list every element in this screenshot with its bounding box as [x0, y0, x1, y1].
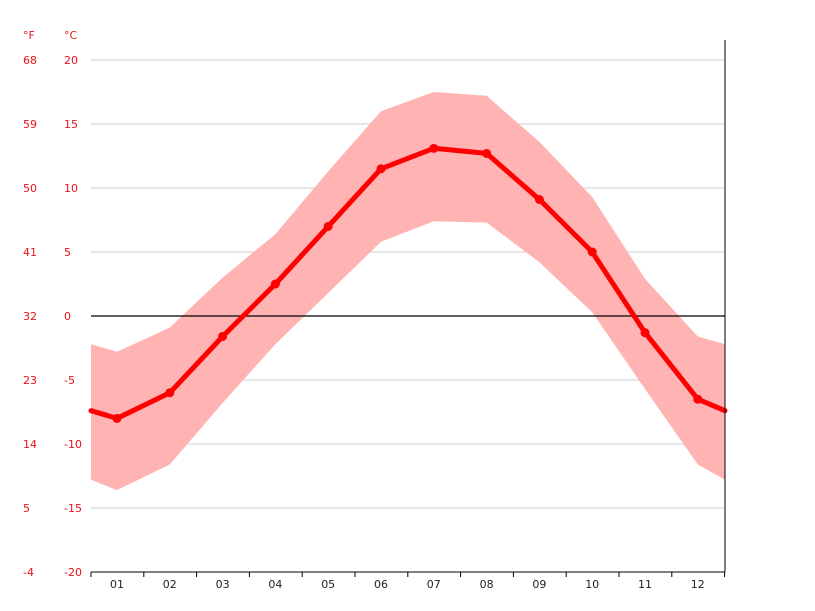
data-point-02 [165, 388, 175, 398]
celsius-tick-label: 0 [64, 310, 71, 323]
data-point-06 [376, 164, 386, 174]
fahrenheit-tick-label: 14 [23, 438, 37, 451]
temperature-range-band [91, 92, 725, 491]
fahrenheit-tick-label: 68 [23, 54, 37, 67]
data-point-11 [640, 328, 650, 338]
celsius-tick-label: 5 [64, 246, 71, 259]
month-label-05: 05 [321, 578, 335, 591]
average-temperature-line [88, 145, 728, 421]
axes [90, 40, 726, 577]
x-axis-labels: 01 02 03 04 05 06 07 08 09 10 11 12 [110, 578, 705, 591]
celsius-tick-label: -15 [64, 502, 82, 515]
fahrenheit-tick-label: 32 [23, 310, 37, 323]
fahrenheit-tick-label: 23 [23, 374, 37, 387]
fahrenheit-tick-label: 50 [23, 182, 37, 195]
celsius-tick-label: 10 [64, 182, 78, 195]
celsius-tick-label: -5 [64, 374, 75, 387]
month-label-12: 12 [691, 578, 705, 591]
month-label-08: 08 [480, 578, 494, 591]
band-area [91, 92, 725, 491]
data-point-01 [112, 413, 122, 423]
month-label-10: 10 [585, 578, 599, 591]
fahrenheit-tick-label: 59 [23, 118, 37, 131]
month-label-04: 04 [268, 578, 282, 591]
line-path [88, 145, 728, 421]
fahrenheit-tick-label: 41 [23, 246, 37, 259]
data-point-10 [587, 247, 597, 257]
data-point-07 [429, 143, 439, 153]
celsius-tick-label: -20 [64, 566, 82, 579]
celsius-tick-label: 15 [64, 118, 78, 131]
fahrenheit-unit-label: °F [23, 29, 35, 42]
average-temperature-points [112, 143, 703, 423]
month-label-09: 09 [532, 578, 546, 591]
data-point-05 [323, 221, 333, 231]
data-point-12 [693, 394, 703, 404]
data-point-03 [218, 331, 228, 341]
month-label-02: 02 [163, 578, 177, 591]
data-point-04 [270, 279, 280, 289]
month-label-01: 01 [110, 578, 124, 591]
month-label-11: 11 [638, 578, 652, 591]
fahrenheit-tick-label: 5 [23, 502, 30, 515]
data-point-09 [534, 195, 544, 205]
celsius-tick-label: 20 [64, 54, 78, 67]
month-label-07: 07 [427, 578, 441, 591]
month-label-03: 03 [216, 578, 230, 591]
fahrenheit-tick-label: -4 [23, 566, 34, 579]
data-point-08 [482, 148, 492, 158]
month-label-06: 06 [374, 578, 388, 591]
celsius-unit-label: °C [64, 29, 78, 42]
celsius-tick-label: -10 [64, 438, 82, 451]
